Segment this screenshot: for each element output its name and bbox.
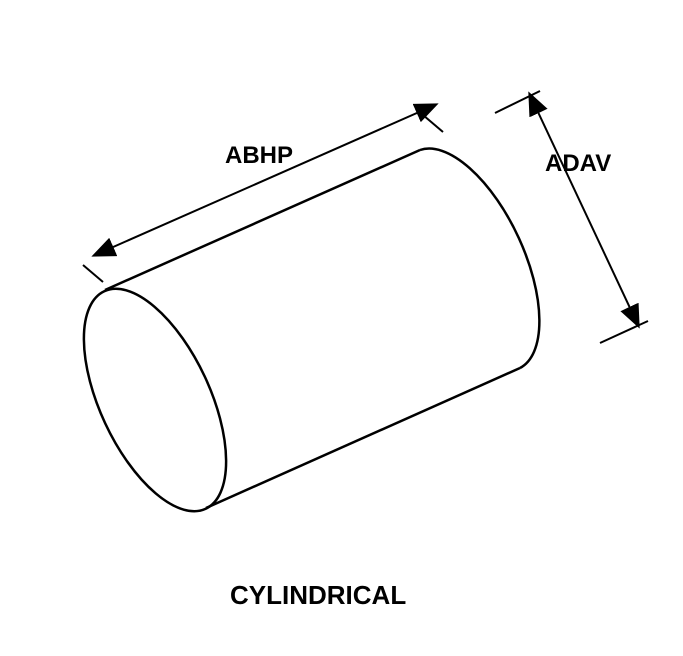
diameter-dimension xyxy=(495,91,648,343)
diameter-tick-bottom xyxy=(600,321,648,343)
length-dimension xyxy=(83,105,443,282)
length-arrow-line xyxy=(95,105,435,255)
diagram-title: CYLINDRICAL xyxy=(230,580,406,611)
cylinder-back-face xyxy=(420,149,539,368)
diameter-label: ADAV xyxy=(545,150,611,178)
diameter-arrow-line xyxy=(530,95,638,325)
cylinder-shape xyxy=(54,149,539,532)
cylinder-top-edge xyxy=(105,150,420,290)
cylinder-diagram: ABHP ADAV CYLINDRICAL xyxy=(0,0,683,651)
length-tick-right xyxy=(423,115,443,132)
length-label: ABHP xyxy=(225,142,293,170)
cylinder-svg xyxy=(0,0,683,651)
cylinder-front-face xyxy=(54,268,255,532)
length-tick-left xyxy=(83,265,103,282)
cylinder-bottom-edge xyxy=(206,368,520,508)
